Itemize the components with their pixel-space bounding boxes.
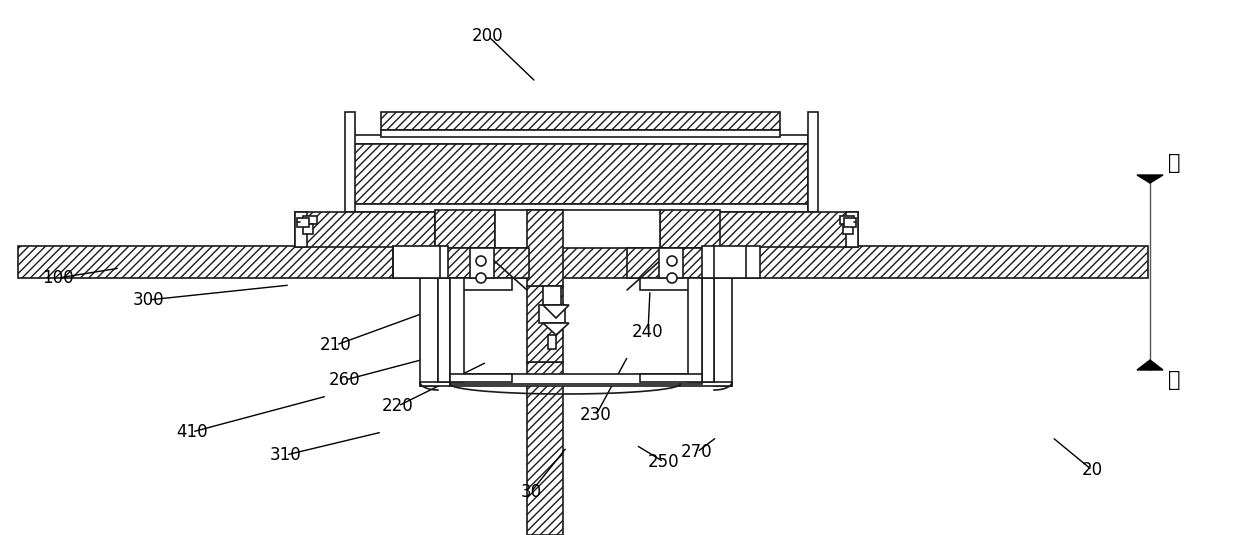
Bar xyxy=(353,135,808,144)
Text: 410: 410 xyxy=(176,423,208,441)
Bar xyxy=(688,278,702,382)
Bar xyxy=(539,305,565,323)
Text: 上: 上 xyxy=(1168,370,1180,390)
Bar xyxy=(303,216,317,224)
Text: 下: 下 xyxy=(1168,153,1180,173)
Bar xyxy=(295,212,308,247)
Bar xyxy=(450,278,464,382)
Bar xyxy=(658,248,683,278)
Text: 240: 240 xyxy=(632,323,663,341)
Bar xyxy=(718,212,858,247)
Bar xyxy=(450,278,512,290)
Bar xyxy=(435,248,529,278)
Bar xyxy=(844,218,856,227)
Bar xyxy=(660,210,720,248)
Bar xyxy=(303,224,312,234)
Bar xyxy=(450,374,512,382)
Polygon shape xyxy=(543,323,569,335)
Polygon shape xyxy=(1137,175,1163,183)
Bar xyxy=(846,212,858,247)
Bar xyxy=(627,248,720,278)
Text: 310: 310 xyxy=(270,446,301,464)
Circle shape xyxy=(667,256,677,266)
Bar xyxy=(543,286,560,311)
Bar xyxy=(435,212,718,247)
Bar xyxy=(420,382,732,386)
Bar xyxy=(381,112,780,130)
Bar xyxy=(450,374,702,384)
Text: 100: 100 xyxy=(42,269,74,287)
Text: 250: 250 xyxy=(649,453,680,471)
Bar xyxy=(527,362,563,535)
Text: 230: 230 xyxy=(580,406,611,424)
Text: 210: 210 xyxy=(320,336,352,354)
Text: 220: 220 xyxy=(382,397,414,415)
Bar xyxy=(435,210,495,248)
Bar xyxy=(702,246,760,278)
Bar xyxy=(702,278,714,382)
Bar xyxy=(470,248,494,278)
Bar xyxy=(527,286,563,362)
Text: 260: 260 xyxy=(329,371,361,389)
Text: 300: 300 xyxy=(133,291,164,309)
Circle shape xyxy=(476,256,486,266)
Bar xyxy=(640,278,702,290)
Circle shape xyxy=(476,273,486,283)
Bar xyxy=(438,278,450,382)
Polygon shape xyxy=(543,305,569,318)
Text: 200: 200 xyxy=(472,27,503,45)
Bar xyxy=(19,246,1148,278)
Bar xyxy=(345,112,355,212)
Bar xyxy=(393,246,448,278)
Polygon shape xyxy=(1137,360,1163,370)
Bar xyxy=(353,204,808,212)
Bar xyxy=(295,212,435,247)
Bar xyxy=(527,210,563,286)
Bar xyxy=(843,224,853,234)
Bar xyxy=(839,216,854,224)
Text: 270: 270 xyxy=(681,443,713,461)
Bar xyxy=(548,335,556,349)
Bar xyxy=(714,278,732,386)
Bar xyxy=(381,130,780,137)
Bar xyxy=(808,112,818,212)
Text: 30: 30 xyxy=(521,483,542,501)
Bar xyxy=(640,374,702,382)
Bar xyxy=(353,144,808,204)
Circle shape xyxy=(667,273,677,283)
Text: 20: 20 xyxy=(1081,461,1102,479)
Bar xyxy=(495,210,660,248)
Bar xyxy=(298,218,309,227)
Bar xyxy=(420,278,438,386)
